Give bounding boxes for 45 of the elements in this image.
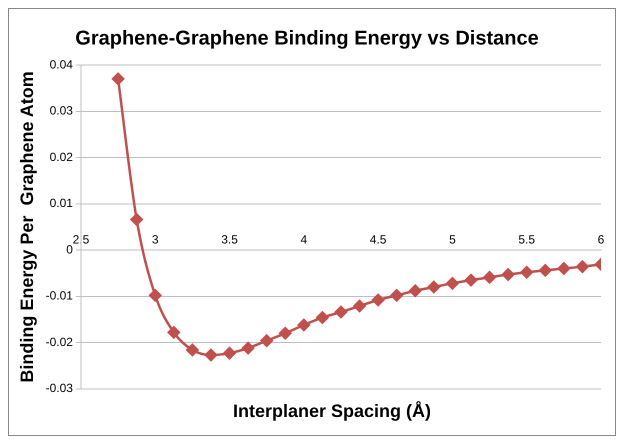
x-tick-label: 5.5 <box>518 232 536 247</box>
point <box>428 280 440 294</box>
y-tick-label: -0.01 <box>46 288 74 303</box>
x-tick-label: 5 <box>449 232 456 247</box>
point <box>130 213 143 226</box>
point <box>558 262 570 275</box>
point <box>223 346 236 360</box>
point <box>502 268 514 281</box>
y-tick-label: -0.02 <box>46 334 74 349</box>
y-tick-label: -0.03 <box>46 381 74 396</box>
point <box>168 326 180 339</box>
point <box>464 274 478 286</box>
x-tick-label: 3.5 <box>221 232 238 247</box>
point <box>112 72 124 86</box>
point <box>148 289 162 302</box>
point <box>390 289 403 302</box>
point <box>409 284 422 297</box>
point <box>353 300 366 312</box>
y-tick-label: 0.03 <box>50 104 74 118</box>
y-tick-label: 0.02 <box>50 150 74 164</box>
point <box>539 264 552 277</box>
y-tick-label: 0.04 <box>50 57 74 72</box>
x-tick-label: 6 <box>598 232 605 247</box>
y-tick-label: 0 <box>66 242 74 256</box>
x-tick-label: 4.5 <box>370 232 387 247</box>
point <box>520 266 533 278</box>
point <box>279 327 292 340</box>
y-axis-title: Binding Energy Per Graphene Atom <box>16 71 37 383</box>
point <box>576 260 589 273</box>
point <box>334 306 348 318</box>
point <box>446 277 459 290</box>
x-tick-label: 4 <box>300 232 308 247</box>
x-tick-label: 2.5 <box>72 232 90 247</box>
chart-title: Graphene-Graphene Binding Energy vs Distance <box>75 28 539 50</box>
point <box>298 318 310 332</box>
point <box>242 342 254 354</box>
y-tick-label: 0.01 <box>50 196 74 210</box>
point <box>372 294 384 306</box>
point <box>186 344 199 356</box>
point <box>316 311 329 324</box>
point <box>260 334 273 347</box>
point <box>483 271 496 284</box>
x-axis-title: Interplaner Spacing (Å) <box>232 401 432 422</box>
point <box>204 348 218 362</box>
x-tick-label: 3 <box>152 232 159 247</box>
